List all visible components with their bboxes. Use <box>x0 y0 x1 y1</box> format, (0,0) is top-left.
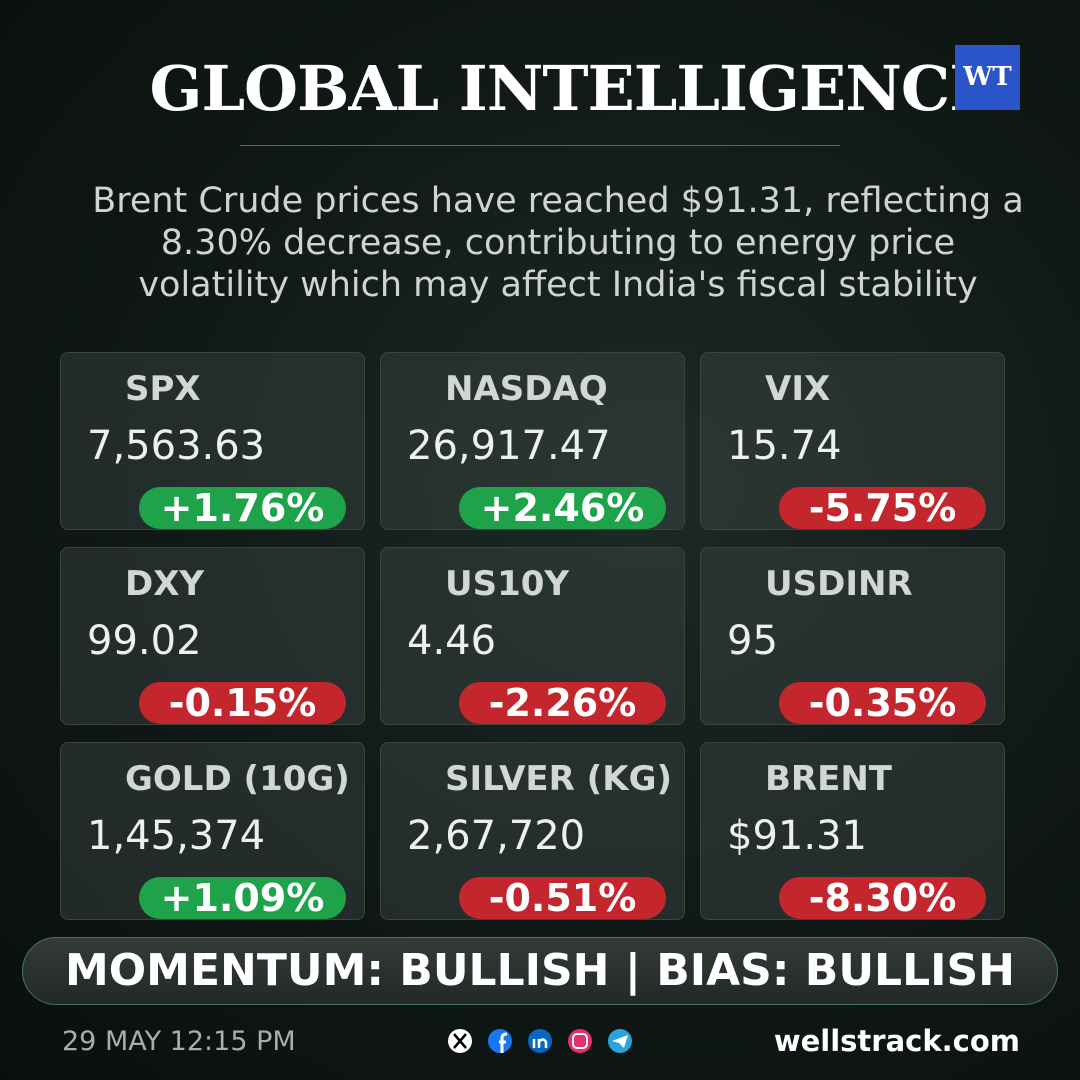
website: wellstrack.com <box>773 1024 1020 1058</box>
change-badge: +1.76% <box>139 487 346 529</box>
summary-line: Brent Crude prices have reached $91.31, … <box>92 181 1024 221</box>
banner: MOMENTUM: BULLISH | BIAS: BULLISH <box>22 937 1058 1005</box>
social-icons <box>448 1029 632 1053</box>
card-name: SPX <box>125 369 201 409</box>
change-badge: -8.30% <box>779 877 986 919</box>
summary-line: volatility which may affect India's fisc… <box>138 265 978 305</box>
linkedin-glyph <box>532 1038 548 1048</box>
card-value: 26,917.47 <box>407 423 611 469</box>
change-badge: -0.15% <box>139 682 346 724</box>
card-value: 99.02 <box>87 618 202 664</box>
change-badge: -0.51% <box>459 877 666 919</box>
card-name: US10Y <box>445 564 570 604</box>
card-name: NASDAQ <box>445 369 608 409</box>
market-card: NASDAQ 26,917.47 +2.46% <box>380 352 685 530</box>
date: 29 MAY 12:15 PM <box>62 1026 296 1057</box>
market-card: GOLD (10G) 1,45,374 +1.09% <box>60 742 365 920</box>
change-badge: -5.75% <box>779 487 986 529</box>
instagram-icon[interactable] <box>568 1029 592 1053</box>
card-name: BRENT <box>765 759 892 799</box>
change-badge: +2.46% <box>459 487 666 529</box>
market-card: USDINR 95 -0.35% <box>700 547 1005 725</box>
title: GLOBAL INTELLIGENCE <box>149 52 997 125</box>
facebook-glyph <box>499 1032 508 1053</box>
change-badge: +1.09% <box>139 877 346 919</box>
card-value: 2,67,720 <box>407 813 586 859</box>
card-value: 15.74 <box>727 423 842 469</box>
card-value: 4.46 <box>407 618 497 664</box>
summary: Brent Crude prices have reached $91.31, … <box>40 180 1076 306</box>
market-card: US10Y 4.46 -2.26% <box>380 547 685 725</box>
card-value: 7,563.63 <box>87 423 266 469</box>
card-value: $91.31 <box>727 813 867 859</box>
instagram-glyph <box>572 1033 588 1049</box>
change-badge: -0.35% <box>779 682 986 724</box>
x-glyph <box>453 1033 467 1049</box>
card-value: 1,45,374 <box>87 813 266 859</box>
divider <box>240 145 840 146</box>
market-card: DXY 99.02 -0.15% <box>60 547 365 725</box>
market-card: SILVER (KG) 2,67,720 -0.51% <box>380 742 685 920</box>
card-name: DXY <box>125 564 205 604</box>
telegram-glyph <box>612 1035 628 1048</box>
market-card: VIX 15.74 -5.75% <box>700 352 1005 530</box>
card-name: SILVER (KG) <box>445 759 673 799</box>
change-badge: -2.26% <box>459 682 666 724</box>
logo: WT <box>955 45 1020 110</box>
market-card: BRENT $91.31 -8.30% <box>700 742 1005 920</box>
card-name: USDINR <box>765 564 913 604</box>
summary-line: 8.30% decrease, contributing to energy p… <box>160 223 956 263</box>
market-card: SPX 7,563.63 +1.76% <box>60 352 365 530</box>
card-value: 95 <box>727 618 778 664</box>
card-name: GOLD (10G) <box>125 759 350 799</box>
card-name: VIX <box>765 369 831 409</box>
